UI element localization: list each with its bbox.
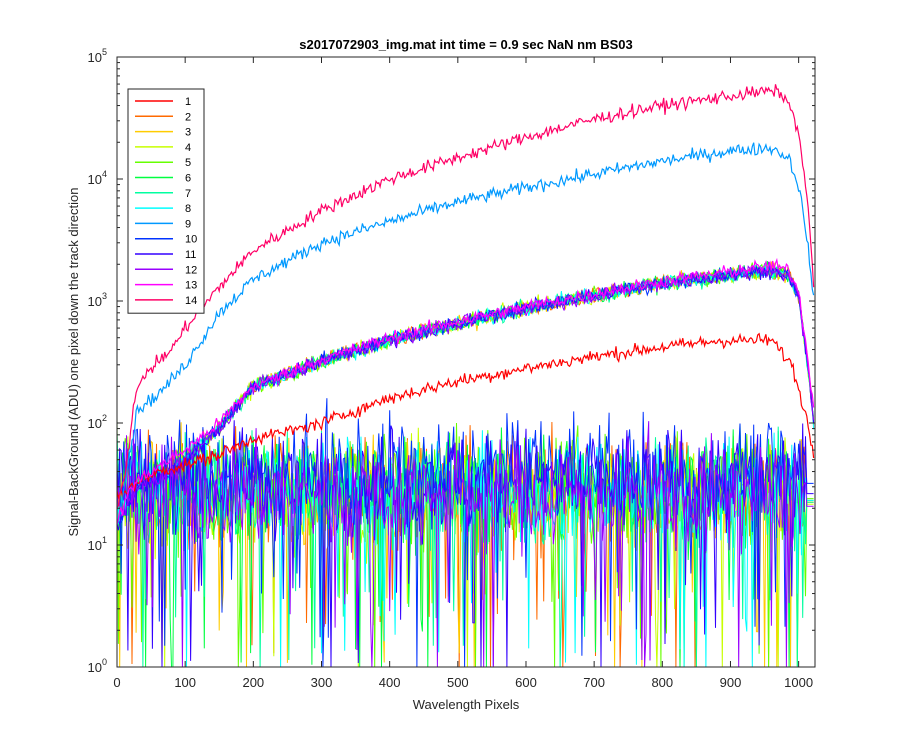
series-lines [116, 84, 815, 668]
x-tick-label: 0 [113, 675, 120, 690]
y-tick-base: 10 [88, 172, 102, 187]
y-tick-label: 100 [88, 657, 107, 675]
legend-label-12: 12 [185, 264, 197, 276]
legend-label-10: 10 [185, 234, 197, 246]
x-tick-label: 1000 [784, 675, 813, 690]
legend-label-1: 1 [185, 96, 191, 108]
x-tick-label: 500 [447, 675, 469, 690]
y-tick-base: 10 [88, 416, 102, 431]
series-13-line [116, 257, 815, 525]
series-14 [116, 84, 815, 509]
y-tick-exponent: 0 [102, 657, 107, 667]
legend-label-6: 6 [185, 173, 191, 185]
y-tick-label: 102 [88, 413, 107, 431]
x-tick-label: 900 [720, 675, 742, 690]
x-tick-label: 300 [311, 675, 333, 690]
x-tick-label: 400 [379, 675, 401, 690]
legend-label-13: 13 [185, 280, 197, 292]
legend-box [127, 88, 205, 314]
x-tick-label: 100 [174, 675, 196, 690]
series-14-line [116, 84, 815, 509]
legend-label-11: 11 [185, 249, 196, 261]
legend-label-2: 2 [185, 111, 191, 123]
series-9 [116, 142, 815, 525]
series-13 [116, 257, 815, 525]
series-1-line [116, 332, 815, 500]
y-axis-label: Signal-BackGround (ADU) one pixel down t… [66, 187, 81, 536]
x-tick-label: 200 [242, 675, 264, 690]
y-tick-base: 10 [88, 50, 102, 65]
y-tick-exponent: 3 [102, 291, 107, 301]
legend-label-4: 4 [185, 142, 191, 154]
series-9-line [116, 142, 815, 525]
y-tick-exponent: 1 [102, 535, 107, 545]
y-tick-label: 103 [88, 291, 107, 309]
series-1 [116, 332, 815, 500]
y-tick-exponent: 5 [102, 47, 107, 57]
x-tick-label: 800 [651, 675, 673, 690]
y-tick-label: 101 [88, 535, 107, 553]
series-12-signal-line [116, 261, 815, 523]
legend-label-3: 3 [185, 127, 191, 139]
legend-label-14: 14 [185, 295, 197, 307]
y-tick-exponent: 2 [102, 413, 107, 423]
legend-label-9: 9 [185, 218, 191, 230]
x-axis-label: Wavelength Pixels [413, 697, 520, 712]
chart-title: s2017072903_img.mat int time = 0.9 sec N… [299, 37, 633, 52]
y-tick-base: 10 [88, 294, 102, 309]
y-tick-label: 105 [88, 47, 107, 65]
axis-ticks: 0 100 200 300 400 500 600 700 800 900 100010010110… [88, 47, 815, 690]
y-tick-base: 10 [88, 660, 102, 675]
x-tick-label: 700 [583, 675, 605, 690]
legend-label-8: 8 [185, 203, 191, 215]
legend-label-5: 5 [185, 157, 191, 169]
legend-label-7: 7 [185, 188, 191, 200]
y-tick-label: 104 [88, 169, 107, 187]
axes-box [116, 56, 816, 668]
x-tick-label: 600 [515, 675, 537, 690]
y-tick-exponent: 4 [102, 169, 107, 179]
y-tick-base: 10 [88, 538, 102, 553]
